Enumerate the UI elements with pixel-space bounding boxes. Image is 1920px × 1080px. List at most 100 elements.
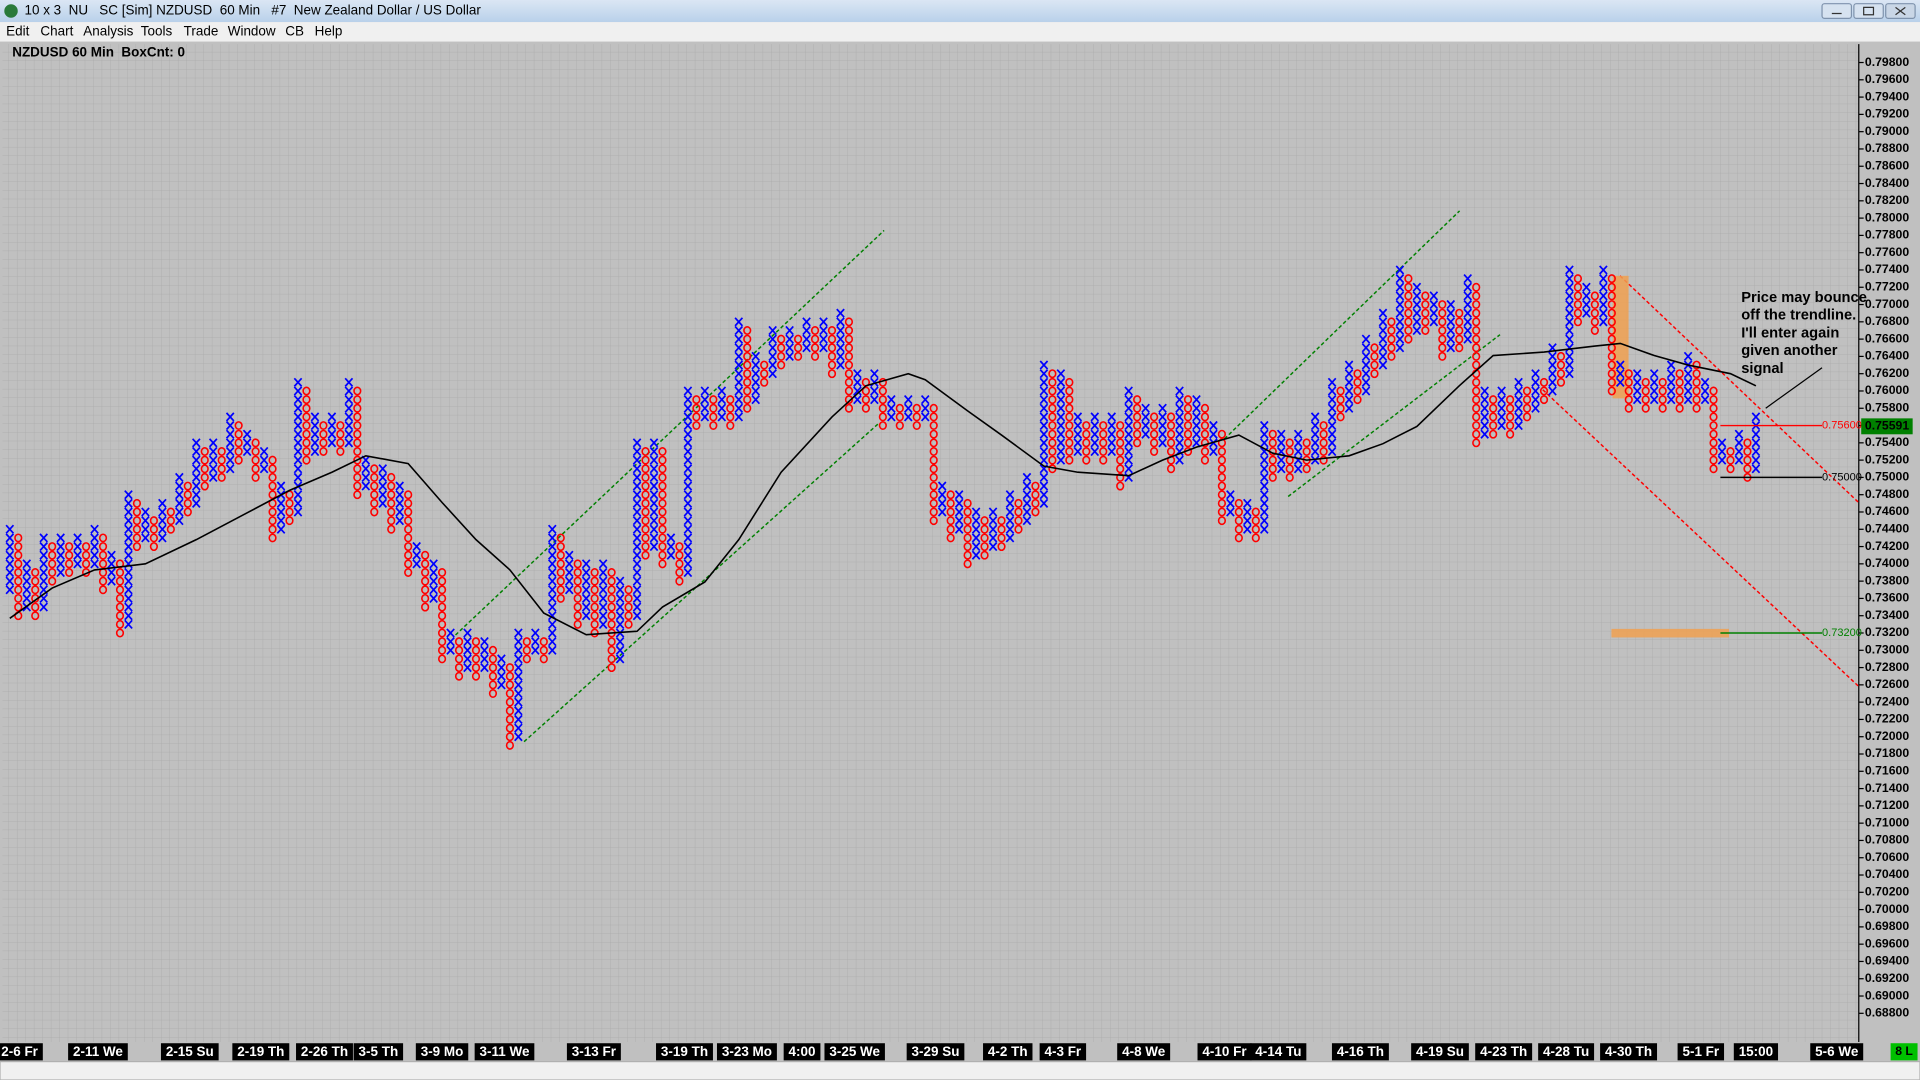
x-box [937, 490, 947, 500]
o-box [1217, 464, 1227, 474]
o-box [1472, 325, 1481, 335]
o-box [285, 498, 294, 508]
x-column [870, 369, 879, 405]
app-icon [4, 4, 18, 18]
x-box [1548, 351, 1557, 362]
o-column [471, 637, 481, 681]
x-box [242, 429, 252, 439]
x-box [1717, 455, 1727, 465]
o-column [1166, 412, 1176, 474]
minimize-button[interactable] [1821, 3, 1853, 20]
o-box [387, 490, 396, 500]
o-box [827, 334, 837, 344]
x-box [1192, 403, 1201, 413]
o-box [1658, 377, 1667, 387]
o-box [777, 334, 786, 344]
o-box [1573, 300, 1583, 310]
o-column [505, 663, 515, 750]
scrollbar[interactable] [0, 1060, 1920, 1080]
x-box [1073, 420, 1083, 431]
x-box [1124, 429, 1133, 439]
x-box [22, 593, 32, 604]
o-box [1438, 343, 1447, 353]
o-box [98, 559, 108, 569]
x-box [1599, 265, 1608, 275]
menu-item[interactable]: Tools [141, 23, 173, 38]
o-box [1031, 507, 1040, 517]
x-box [615, 602, 625, 612]
o-box [1438, 308, 1447, 318]
x-box [514, 723, 523, 733]
x-box [429, 559, 438, 569]
x-box [581, 585, 591, 595]
x-box [683, 516, 693, 526]
o-box [1506, 403, 1515, 413]
x-box [412, 559, 421, 569]
x-column [5, 524, 15, 595]
x-box [1039, 386, 1049, 396]
x-box [1039, 377, 1049, 387]
status-box [1890, 1043, 1918, 1061]
x-box [649, 498, 659, 508]
x-column [56, 533, 65, 578]
menu-item[interactable]: Window [228, 23, 276, 38]
x-box [1378, 334, 1388, 344]
x-box [1361, 351, 1371, 362]
o-box [1166, 464, 1176, 474]
x-box [1446, 299, 1456, 310]
o-box [658, 472, 667, 482]
o-box [1217, 516, 1227, 526]
x-box [344, 394, 354, 405]
x-box [819, 325, 828, 336]
o-box [573, 593, 582, 603]
x-box [1429, 299, 1439, 310]
y-tick-label: 0.74200 [1865, 539, 1909, 553]
date-label: 4-30 Th [1605, 1044, 1652, 1059]
o-box [404, 533, 413, 543]
o-box [607, 619, 616, 629]
menu-item[interactable]: Analysis [83, 23, 133, 38]
y-tick-label: 0.73000 [1865, 643, 1909, 657]
x-box [1446, 317, 1456, 327]
menu-item[interactable]: Help [315, 23, 343, 38]
restore-button[interactable] [1853, 3, 1884, 20]
o-column [777, 334, 786, 370]
o-column [1472, 282, 1481, 448]
x-box [480, 645, 489, 655]
o-column [878, 377, 887, 431]
x-box [1276, 429, 1286, 439]
menu-item[interactable]: CB [285, 23, 304, 38]
o-box [353, 464, 362, 474]
o-box [505, 714, 515, 724]
x-box [293, 455, 303, 465]
o-box [912, 403, 921, 413]
o-box [1607, 325, 1616, 335]
menu-item[interactable]: Trade [184, 23, 219, 38]
o-box [1404, 291, 1413, 301]
o-box [319, 447, 328, 456]
x-box [1039, 472, 1049, 483]
x-box [395, 516, 405, 526]
o-box [641, 481, 650, 491]
x-box [1666, 386, 1676, 396]
o-box [844, 360, 854, 370]
o-box [607, 654, 616, 664]
o-box [488, 671, 498, 681]
x-column [1565, 265, 1574, 379]
o-box [573, 568, 582, 577]
x-box [649, 481, 659, 491]
x-box [242, 446, 252, 457]
menu-item[interactable]: Edit [6, 23, 29, 38]
x-box [1412, 325, 1422, 336]
x-box [344, 429, 354, 439]
menu-item[interactable]: Chart [40, 23, 73, 38]
x-box [751, 377, 761, 387]
o-box [539, 637, 548, 647]
x-box [22, 585, 32, 595]
o-box [895, 421, 904, 431]
y-tick-label: 0.72000 [1865, 729, 1909, 743]
x-box [734, 403, 744, 413]
o-box [607, 576, 616, 586]
date-label: 4:00 [789, 1044, 816, 1059]
x-box [429, 576, 438, 586]
